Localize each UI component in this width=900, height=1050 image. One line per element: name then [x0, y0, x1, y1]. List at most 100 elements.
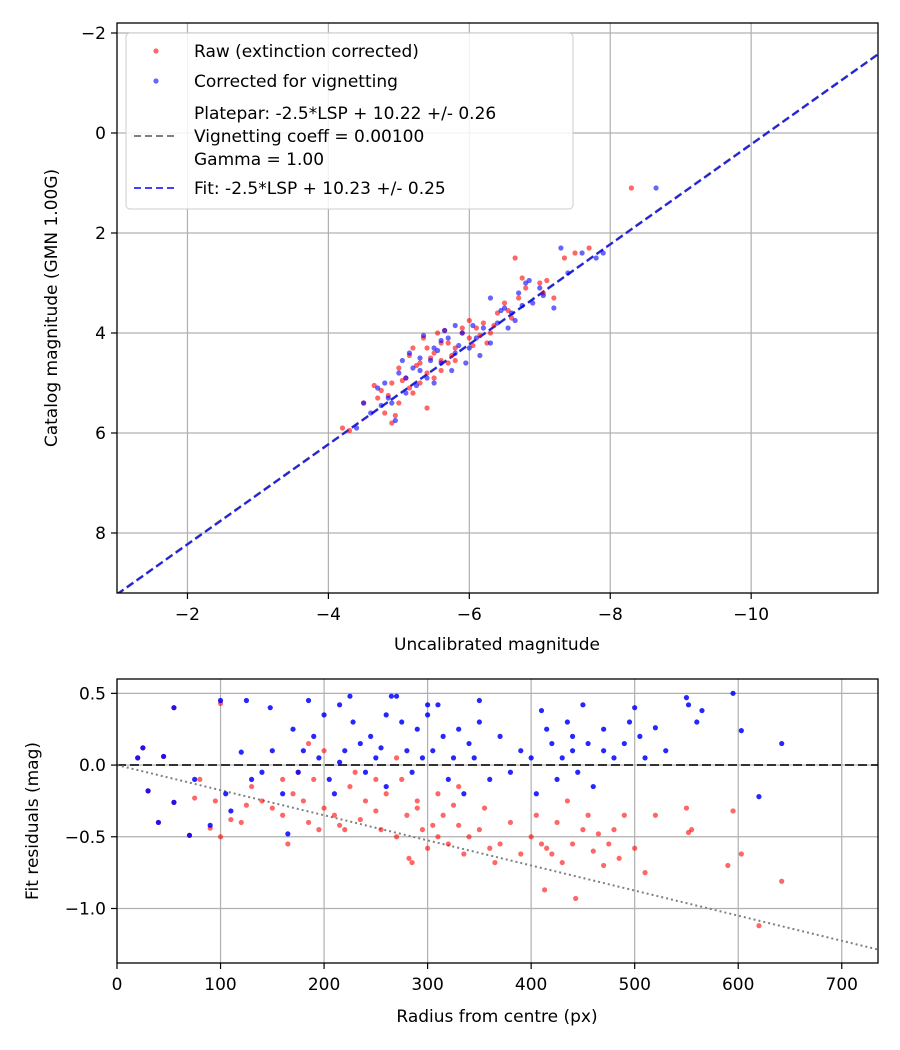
corrected-point	[466, 345, 472, 351]
corrected-residual-point	[388, 693, 394, 699]
raw-residual-point	[393, 834, 400, 840]
corrected-point	[593, 255, 599, 261]
raw-residual-point	[378, 827, 384, 833]
raw-residual-point	[542, 887, 548, 893]
corrected-point	[512, 317, 518, 324]
legend-raw-label: Raw (extinction corrected)	[194, 42, 419, 62]
raw-residual-point	[311, 776, 317, 783]
top-x-tick-label: −6	[457, 605, 482, 625]
corrected-point	[410, 365, 416, 371]
corrected-residual-point	[497, 733, 503, 739]
corrected-point	[530, 300, 536, 306]
raw-point	[501, 300, 508, 306]
corrected-residual-point	[419, 755, 426, 761]
raw-residual-point	[549, 851, 555, 857]
corrected-point	[382, 380, 388, 386]
bottom-y-tick-label: −1.0	[65, 899, 106, 919]
corrected-point	[368, 410, 374, 416]
raw-residual-point	[243, 802, 250, 808]
raw-point	[424, 370, 430, 376]
corrected-residual-point	[267, 705, 273, 711]
corrected-residual-point	[528, 755, 534, 761]
raw-residual-point	[544, 845, 550, 851]
raw-residual-point	[738, 851, 744, 857]
raw-residual-point	[445, 841, 451, 847]
corrected-residual-point	[471, 755, 477, 761]
top-x-tick-label: −8	[598, 605, 623, 625]
corrected-residual-point	[337, 702, 343, 708]
bottom-panel-y-axis-label: Fit residuals (mag)	[23, 742, 43, 900]
raw-residual-point	[414, 805, 420, 811]
raw-residual-point	[616, 855, 622, 861]
corrected-point	[526, 277, 532, 284]
corrected-residual-point	[321, 712, 327, 718]
corrected-point	[505, 325, 511, 331]
corrected-residual-point	[393, 693, 400, 699]
raw-residual-point	[342, 827, 348, 833]
corrected-residual-point	[248, 776, 255, 783]
corrected-residual-point	[140, 745, 146, 751]
raw-residual-point	[352, 769, 358, 775]
raw-residual-point	[652, 812, 658, 818]
corrected-point	[442, 327, 448, 334]
bottom-x-tick-label: 100	[204, 975, 236, 995]
corrected-point	[519, 302, 525, 309]
corrected-point	[424, 375, 430, 381]
corrected-point	[470, 322, 476, 329]
corrected-residual-point	[259, 769, 265, 775]
corrected-point	[565, 270, 571, 276]
bottom-panel-y-ticks: 0.5 0.0 −0.5 −1.0	[65, 684, 117, 919]
raw-residual-point	[595, 831, 602, 837]
raw-residual-point	[779, 878, 785, 884]
bottom-panel-reference-lines	[117, 764, 878, 951]
raw-point	[466, 317, 472, 324]
corrected-residual-point	[435, 702, 441, 708]
corrected-point	[473, 335, 479, 341]
corrected-point	[399, 357, 405, 364]
corrected-point	[417, 355, 423, 361]
corrected-residual-point	[342, 748, 348, 754]
corrected-residual-point	[223, 791, 229, 797]
corrected-residual-point	[383, 783, 389, 790]
bottom-x-tick-label: 200	[308, 975, 340, 995]
top-y-tick-label: −2	[81, 24, 106, 44]
raw-point	[519, 275, 525, 281]
corrected-point	[417, 367, 423, 374]
legend-platepar-line1: Platepar: -2.5*LSP + 10.22 +/- 0.26	[194, 104, 496, 124]
bottom-x-tick-label: 300	[411, 975, 443, 995]
raw-residual-point	[569, 841, 576, 847]
raw-point	[396, 365, 402, 371]
corrected-residual-point	[425, 712, 431, 718]
raw-residual-point	[440, 812, 446, 818]
corrected-residual-point	[228, 808, 234, 814]
corrected-point	[452, 322, 458, 329]
raw-residual-point	[606, 841, 612, 847]
raw-residual-point	[300, 798, 306, 804]
corrected-residual-point	[350, 719, 356, 725]
raw-residual-point	[476, 827, 482, 833]
raw-residual-point	[290, 791, 296, 797]
raw-residual-point	[533, 812, 539, 818]
corrected-residual-point	[280, 791, 286, 797]
raw-residual-point	[373, 808, 379, 814]
raw-residual-point	[321, 805, 327, 811]
corrected-residual-point	[316, 755, 322, 761]
raw-point	[424, 345, 430, 351]
top-panel-x-ticks: −2 −4 −6 −8 −10	[175, 593, 769, 625]
corrected-residual-point	[601, 748, 607, 754]
raw-point	[382, 410, 388, 416]
bottom-y-tick-label: 0.0	[79, 756, 106, 776]
bottom-x-tick-label: 600	[722, 975, 754, 995]
raw-residual-point	[497, 841, 503, 847]
raw-residual-point	[642, 870, 648, 876]
corrected-residual-point	[554, 776, 560, 783]
corrected-residual-point	[487, 776, 493, 783]
corrected-residual-point	[730, 690, 736, 696]
raw-residual-point	[238, 819, 244, 826]
raw-residual-point	[404, 812, 410, 818]
raw-residual-point	[305, 740, 312, 747]
raw-residual-point	[466, 834, 472, 840]
corrected-residual-point	[621, 740, 627, 747]
bottom-panel-grid	[116, 679, 878, 963]
corrected-residual-point	[590, 783, 596, 790]
